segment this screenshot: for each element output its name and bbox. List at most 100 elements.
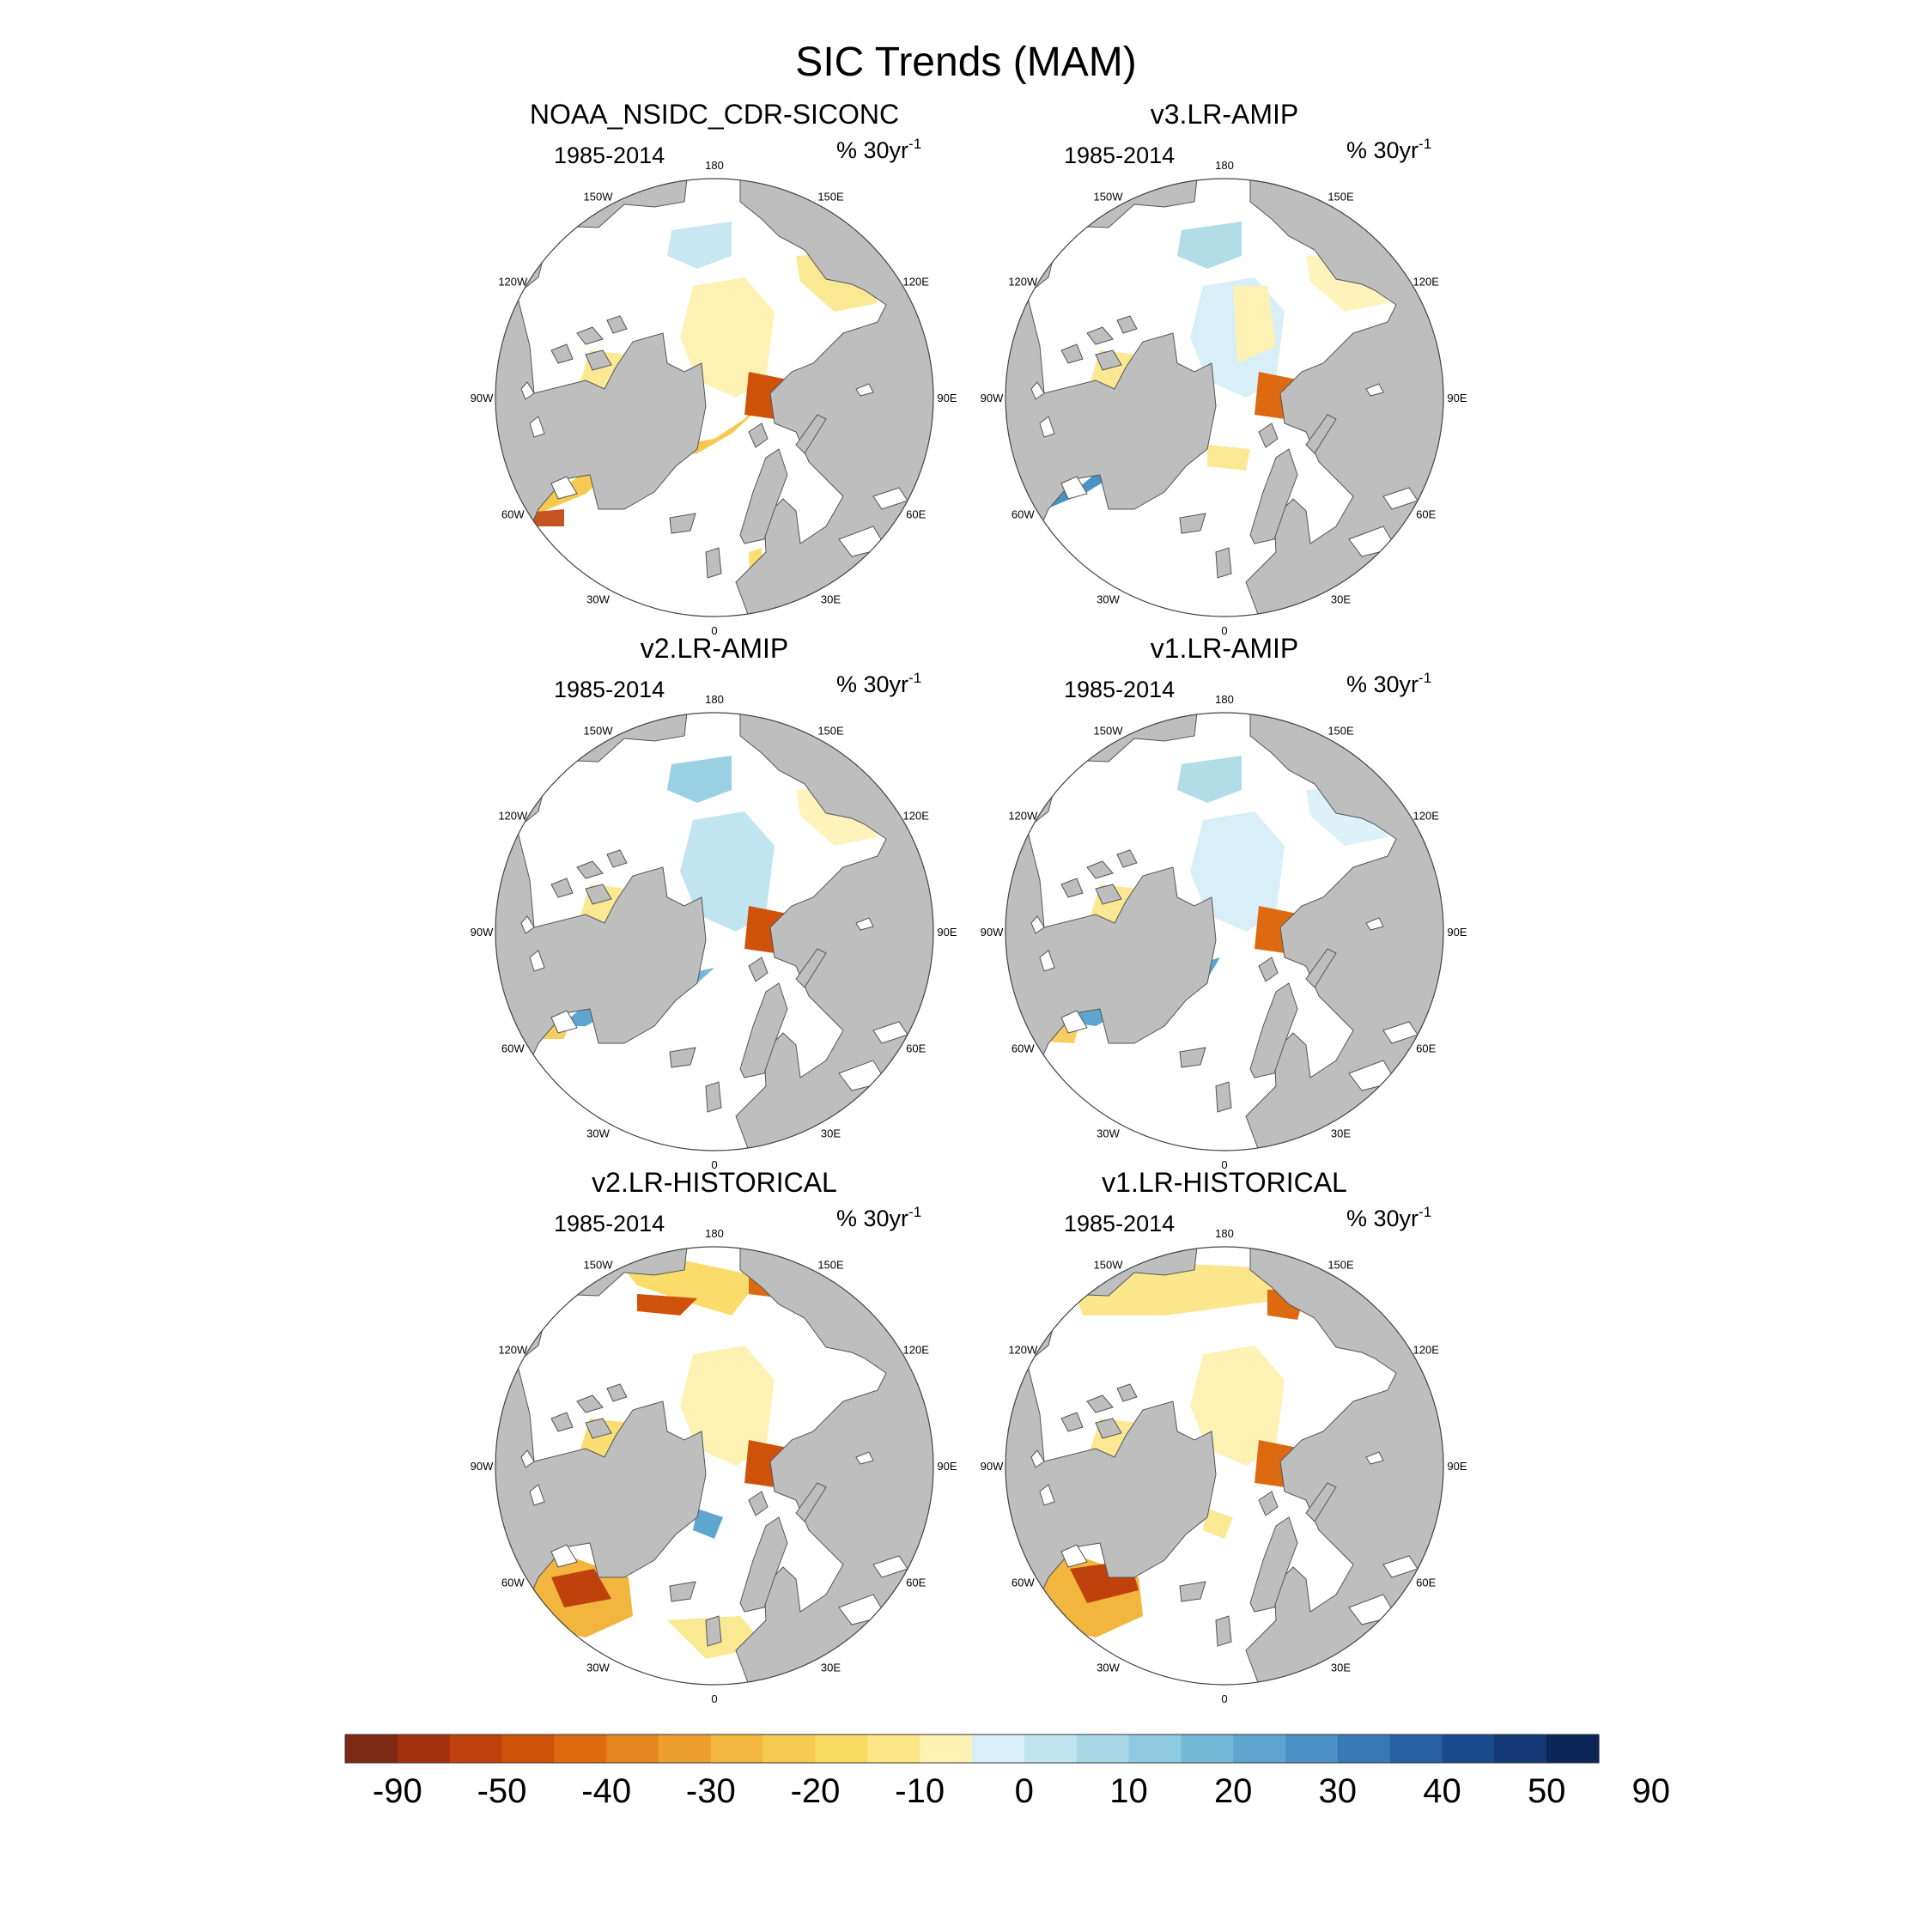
trend-field [1177,756,1242,803]
colorbar-label: 90 [1632,1772,1671,1810]
island [585,884,612,905]
land [669,1047,696,1068]
longitude-label: 30E [821,593,841,606]
island [1116,315,1138,334]
map-panel: 180 150E 120E 90E 60E 30E 0 30W 60W 90W 120W 150W v3… [981,99,1467,637]
land [669,513,696,534]
land [1249,448,1298,544]
trend-field [1190,1346,1285,1466]
figure-title: SIC Trends (MAM) [795,39,1136,85]
island [606,849,628,868]
colorbar-label: -30 [686,1772,736,1810]
longitude-label: 150E [1327,190,1354,203]
lake [529,950,545,972]
colorbar-swatch [1442,1735,1495,1763]
colorbar-swatch [920,1735,973,1763]
longitude-label: 150E [817,724,844,737]
island [1116,849,1138,868]
colorbar-swatch [867,1735,920,1763]
land [1215,1615,1232,1647]
longitude-label: 180 [1215,1227,1234,1240]
longitude-label: 120W [498,1344,528,1357]
longitude-label: 60E [1416,508,1436,521]
land [1258,957,1279,982]
colorbar-frame [344,1734,1600,1764]
lake [1060,476,1088,500]
longitude-label: 150W [1094,1258,1124,1271]
longitude-label: 30E [821,1127,841,1140]
longitude-label: 60E [906,1042,926,1055]
lake [1365,917,1384,931]
colorbar-swatch [972,1735,1025,1763]
longitude-label: 120E [903,1344,930,1357]
longitude-label: 60W [1012,1577,1035,1589]
longitude-label: 60E [1416,1042,1436,1055]
lake [855,383,874,397]
island [1060,343,1084,364]
longitude-label: 120W [498,810,528,823]
longitude-label: 90E [1447,392,1467,404]
longitude-label: 150W [584,1258,614,1271]
panel-title: v1.LR-AMIP [1151,633,1298,664]
land [1005,713,1217,1151]
map-boundary [1005,1246,1444,1686]
polar-map [495,1246,934,1686]
longitude-label: 150W [584,190,614,203]
longitude-label: 180 [1215,693,1234,706]
longitude-label: 90E [937,926,957,939]
colorbar-swatch [1076,1735,1130,1763]
island [1060,878,1084,898]
land [748,957,769,982]
colorbar-label: -90 [373,1772,422,1810]
longitude-label: 90E [1447,926,1467,939]
longitude-label: 60W [501,1577,525,1589]
island [1095,1418,1122,1439]
island [1095,349,1122,371]
period-label: 1985-2014 [554,1211,665,1236]
land [1179,1047,1206,1068]
longitude-label: 150E [1327,724,1354,737]
land [795,1482,827,1522]
longitude-label: 120W [1008,810,1038,823]
longitude-label: 120W [498,276,528,289]
longitude-label: 30E [821,1662,841,1674]
longitude-label: 180 [705,159,724,172]
longitude-label: 0 [1221,1158,1227,1171]
colorbar-swatch [1181,1735,1234,1763]
longitude-label: 30W [1097,1127,1120,1140]
lake [1039,950,1055,972]
land [1249,1516,1298,1613]
longitude-label: 150E [817,1258,844,1271]
colorbar-swatch [1285,1735,1339,1763]
colorbar-swatch [710,1735,764,1763]
longitude-label: 90E [1447,1460,1467,1473]
island [1086,1394,1114,1413]
land [1305,414,1337,454]
lake [855,1451,874,1465]
longitude-label: 30W [1097,1662,1120,1674]
lake [529,1484,545,1506]
land [705,1615,722,1647]
land [669,1581,696,1602]
colorbar-swatch [1494,1735,1547,1763]
longitude-label: 30W [1097,593,1120,606]
units-label: % 30yr-1 [1346,670,1431,697]
panel-title: v2.LR-AMIP [641,633,788,664]
land [1215,547,1232,579]
longitude-label: 30E [1331,593,1351,606]
island [585,1418,612,1439]
colorbar-swatch [1024,1735,1078,1763]
polar-map [1005,178,1444,617]
colorbar: -90 -50 -40 -30 -20 -10 0 10 20 30 40 50 90 [344,1734,1671,1810]
longitude-label: 60W [1012,508,1035,521]
trend-field [551,1569,611,1607]
map-panel: 180 150E 120E 90E 60E 30E 0 30W 60W 90W 120W 150W v2… [471,1167,957,1705]
map-boundary [1005,712,1444,1151]
island [550,1412,574,1432]
longitude-label: 0 [711,1158,717,1171]
colorbar-label: 30 [1319,1772,1358,1810]
land [495,179,707,617]
colorbar-label: -10 [895,1772,945,1810]
longitude-label: 150E [817,190,844,203]
longitude-label: 90W [981,926,1004,939]
